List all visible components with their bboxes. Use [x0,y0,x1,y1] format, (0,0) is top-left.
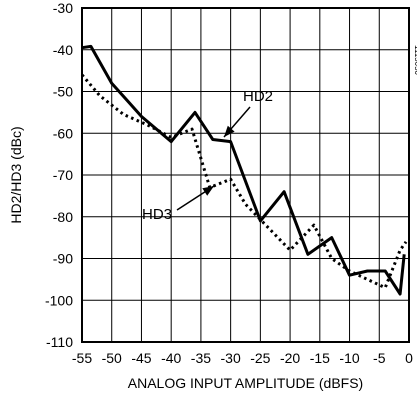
hd2-label: HD2 [243,88,273,105]
x-tick-label: -40 [161,350,181,366]
y-tick-label: -110 [46,334,73,350]
figure-code: 1115050 [413,45,417,76]
grid [82,8,409,342]
y-axis-title: HD2/HD3 (dBc) [8,126,24,223]
hd3-annotation: HD3 [142,185,215,223]
x-tick-label: -10 [339,350,359,366]
y-tick-label: -60 [53,125,73,141]
x-tick-label: -15 [310,350,330,366]
series-line-hd2 [81,44,406,296]
y-tick-label: -50 [53,84,73,100]
x-tick-label: -20 [280,350,300,366]
plot-frame [81,7,410,343]
x-tick-label: -30 [221,350,241,366]
x-axis-ticks: -55 -50 -45 -40 -35 -30 -25 -20 -15 -10 -5 0 [72,350,413,366]
y-tick-label: -70 [53,167,73,183]
x-tick-label: -25 [250,350,270,366]
y-tick-label: -100 [45,292,73,308]
x-tick-label: -35 [191,350,211,366]
x-tick-label: -5 [373,350,386,366]
hd3-label: HD3 [142,206,172,223]
hd2-annotation: HD2 [223,88,273,138]
hd2-arrowhead [224,125,235,137]
hd3-arrowhead [202,186,214,196]
series-layer [80,44,408,296]
x-tick-label: -55 [72,350,92,366]
x-tick-label: -50 [102,350,122,366]
x-tick-label: -45 [131,350,151,366]
x-tick-label: 0 [405,350,413,366]
x-axis-title: ANALOG INPUT AMPLITUDE (dBFS) [128,375,363,391]
y-tick-label: -80 [53,209,73,225]
y-tick-label: -30 [53,0,73,16]
y-tick-label: -40 [53,42,73,58]
y-tick-label: -90 [53,251,73,267]
y-axis-ticks: -30 -40 -50 -60 -70 -80 -90 -100 -110 [45,0,73,350]
